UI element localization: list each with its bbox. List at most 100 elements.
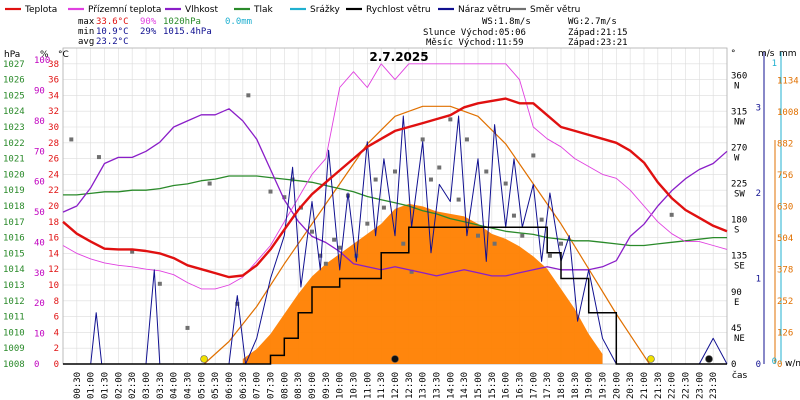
stat-max-hum: 90% [140, 17, 157, 27]
celsius-tick: 12 [48, 265, 59, 275]
time-tick: 07:00 [253, 372, 263, 399]
hpa-tick: 1008 [3, 360, 25, 370]
celsius-tick: 36 [48, 76, 59, 86]
hpa-tick: 1027 [3, 60, 25, 70]
wind-direction-point [246, 93, 251, 98]
wm2-tick: 126 [777, 328, 793, 338]
direction-degree-tick: 315 [731, 107, 747, 117]
mm-tick: 0 [772, 357, 777, 367]
wm2-tick: 1008 [777, 108, 799, 118]
time-tick: 13:00 [419, 372, 429, 399]
wind-direction-point [559, 241, 563, 246]
wind-direction-point [323, 261, 328, 266]
time-tick: 18:30 [571, 372, 581, 399]
celsius-tick: 8 [54, 297, 59, 307]
direction-compass-tick: W [734, 153, 740, 163]
wind-direction-point [476, 233, 480, 238]
wind-direction-point [531, 153, 536, 158]
legend-label: Vlhkost [185, 5, 218, 15]
wind-direction-point [437, 165, 442, 170]
time-tick: 09:00 [308, 372, 318, 399]
pct-tick: 80 [34, 117, 45, 127]
time-tick: 22:00 [668, 372, 678, 399]
pressure-line [63, 175, 727, 247]
celsius-tick: 30 [48, 123, 59, 133]
pct-tick: 50 [34, 208, 45, 218]
wind-direction-point [484, 169, 489, 174]
wm2-tick: 1134 [777, 76, 799, 86]
stat-max-temp: 33.6°C [96, 17, 129, 27]
direction-degree-tick: 0 [731, 360, 736, 370]
time-tick: 12:30 [405, 372, 415, 399]
celsius-tick: 6 [54, 313, 59, 323]
time-tick: 10:00 [336, 372, 346, 399]
pct-tick: 20 [34, 299, 45, 309]
wind-gust-info: WG:2.7m/s [568, 17, 617, 27]
time-tick: 02:00 [114, 372, 124, 399]
celsius-tick: 4 [54, 328, 59, 338]
time-tick: 16:30 [516, 372, 526, 399]
time-tick: 00:30 [73, 372, 83, 399]
pct-tick: 100 [34, 56, 50, 66]
direction-degree-tick: 360 [731, 71, 747, 81]
wind-direction-point [428, 177, 433, 182]
time-tick: 16:00 [502, 372, 512, 399]
time-tick: 11:30 [377, 372, 387, 399]
time-tick: 19:30 [599, 372, 609, 399]
sun-moon-marker [391, 355, 399, 363]
direction-compass-tick: NE [734, 334, 745, 344]
wind-direction-point [492, 241, 497, 246]
celsius-tick: 38 [48, 60, 59, 70]
solar-radiation-area [242, 203, 603, 364]
legend-label: Směr větru [530, 5, 580, 15]
sunset-info: Západ:21:15 [568, 28, 628, 38]
hpa-tick: 1018 [3, 202, 25, 212]
wind-direction-point [185, 325, 190, 330]
moonrise-info: Měsíc Východ:11:59 [426, 38, 524, 48]
time-tick: 06:30 [239, 372, 249, 399]
celsius-tick: 10 [48, 281, 59, 291]
stat-min-label: min [78, 27, 94, 37]
hpa-tick: 1021 [3, 155, 25, 165]
direction-compass-tick: N [734, 81, 739, 91]
sunrise-info: Slunce Východ:05:06 [423, 28, 526, 38]
hpa-tick: 1011 [3, 313, 25, 323]
time-tick: 08:30 [294, 372, 304, 399]
pct-tick: 70 [34, 147, 45, 157]
wind-direction-point [511, 213, 516, 218]
time-tick: 20:30 [626, 372, 636, 399]
pct-tick: 30 [34, 269, 45, 279]
wind-direction-point [503, 181, 508, 186]
ms-tick: 1 [756, 274, 761, 284]
celsius-tick: 14 [48, 249, 59, 259]
wind-direction-point [365, 221, 370, 226]
pct-tick: 10 [34, 330, 45, 340]
celsius-tick: 22 [48, 186, 59, 196]
ms-tick: 3 [756, 103, 761, 113]
hpa-tick: 1012 [3, 297, 25, 307]
direction-compass-tick: SE [734, 262, 745, 272]
hpa-tick: 1014 [3, 265, 25, 275]
stat-min-temp: 10.9°C [96, 27, 129, 37]
direction-degree-tick: 270 [731, 143, 747, 153]
time-tick: 01:00 [87, 372, 97, 399]
ms-tick: 0 [756, 360, 761, 370]
wind-direction-point [420, 137, 425, 142]
wind-speed-line [63, 226, 727, 365]
time-tick: 21:30 [654, 372, 664, 399]
celsius-tick: 16 [48, 234, 59, 244]
wind-direction-point [539, 217, 544, 222]
pct-tick: 90 [34, 87, 45, 97]
time-tick: 01:30 [101, 372, 111, 399]
direction-compass-tick: E [734, 298, 739, 308]
wm2-tick: 0 [777, 360, 782, 370]
stat-max-label: max [78, 17, 95, 27]
time-tick: 05:00 [197, 372, 207, 399]
direction-degree-tick: 135 [731, 252, 747, 262]
time-tick: 15:00 [474, 372, 484, 399]
wind-direction-point [409, 269, 414, 274]
wm2-tick: 378 [777, 265, 793, 275]
wind-direction-point [393, 169, 397, 174]
time-tick: 21:00 [640, 372, 650, 399]
